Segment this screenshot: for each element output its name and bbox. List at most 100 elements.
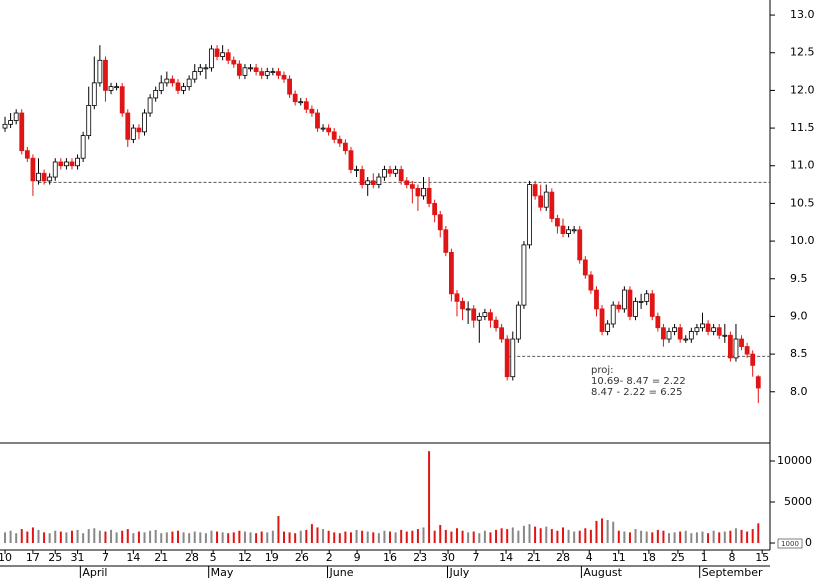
volume-bar	[377, 533, 380, 544]
volume-bar	[59, 531, 62, 544]
x-tick-label: 4	[586, 551, 593, 564]
volume-bar	[467, 532, 470, 544]
candle-body	[69, 161, 75, 167]
candle-body	[409, 184, 415, 189]
volume-bar	[349, 532, 352, 544]
candle-body	[287, 78, 292, 95]
candle-body	[175, 82, 181, 91]
volume-bar	[310, 524, 313, 544]
volume-bar	[165, 532, 168, 544]
candle-body	[158, 82, 164, 91]
candle-body	[331, 131, 337, 140]
annotation: 10.69- 8.47 = 2.22	[591, 376, 686, 387]
volume-bar	[617, 530, 620, 544]
candle-body	[8, 120, 14, 125]
x-tick-label: 26	[295, 551, 309, 564]
volume-bar	[199, 532, 202, 544]
volume-bar	[98, 530, 101, 544]
volume-bar	[511, 527, 514, 544]
volume-bar	[182, 532, 185, 544]
candle-body	[13, 112, 19, 121]
candle-body	[555, 218, 560, 227]
volume-bar	[411, 530, 414, 544]
volume-bar	[266, 532, 269, 544]
candle-body	[582, 259, 588, 276]
candle-body	[716, 327, 722, 336]
volume-bar	[193, 531, 196, 544]
candle-body	[510, 338, 516, 378]
candle-body	[242, 67, 248, 76]
x-tick-label: 8	[729, 551, 736, 564]
candle-body	[605, 323, 611, 332]
candle-body	[309, 108, 315, 114]
volume-unit-box	[777, 538, 803, 549]
candle-body	[393, 169, 399, 174]
volume-bar	[695, 532, 698, 544]
candle-body	[348, 150, 354, 170]
candle-body	[225, 52, 231, 61]
candle-body	[610, 304, 616, 325]
candle-body	[521, 244, 527, 306]
candle-body	[476, 316, 482, 321]
candle-body	[136, 127, 142, 133]
volume-bar	[389, 531, 392, 544]
candle-body	[471, 308, 477, 321]
volume-bar	[656, 529, 659, 544]
volume-bar	[405, 531, 408, 544]
candle-body	[515, 304, 521, 340]
volume-bar	[15, 533, 18, 544]
volume-bar	[573, 531, 576, 544]
candle-body	[41, 172, 47, 182]
candle-body	[688, 331, 694, 340]
candle-body	[633, 300, 638, 317]
candle-body	[2, 123, 8, 129]
candle-body	[744, 346, 750, 355]
candle-body	[103, 59, 108, 91]
candle-body	[259, 71, 265, 76]
volume-bar	[628, 532, 631, 544]
annotation: 8.47 - 2.22 = 6.25	[591, 387, 683, 398]
volume-bar	[294, 533, 297, 544]
candle-body	[755, 376, 761, 389]
volume-bar	[37, 529, 40, 544]
x-tick-label: 23	[413, 551, 427, 564]
volume-bar	[366, 531, 369, 544]
x-tick-label: 28	[556, 551, 570, 564]
y-tick-label: 8.5	[790, 347, 808, 360]
candle-body	[404, 180, 410, 185]
candle-body	[276, 71, 281, 76]
volume-bar	[115, 532, 118, 544]
candle-body	[683, 338, 689, 341]
x-tick-label: 30	[441, 551, 455, 564]
candle-body	[504, 338, 510, 378]
y-tick-label: 12.0	[790, 83, 815, 96]
x-tick-label: 12	[238, 551, 252, 564]
candle-body	[130, 127, 136, 140]
volume-tick-label: 5000	[784, 495, 812, 508]
candle-body	[270, 71, 276, 73]
volume-bar	[243, 531, 246, 544]
candle-body	[30, 157, 36, 182]
volume-bar	[528, 524, 531, 544]
volume-bar	[439, 524, 442, 544]
candle-body	[337, 138, 343, 144]
volume-bar	[43, 532, 46, 544]
volume-bar	[517, 530, 520, 544]
candle-body	[426, 187, 432, 204]
candle-body	[594, 289, 599, 310]
candle-body	[125, 112, 131, 140]
candle-body	[292, 93, 298, 103]
candle-body	[153, 90, 159, 99]
volume-bar	[70, 530, 73, 544]
candle-body	[376, 176, 382, 185]
volume-bar	[701, 531, 704, 544]
volume-bar	[9, 530, 12, 544]
volume-bar	[651, 532, 654, 544]
volume-bar	[595, 520, 598, 544]
volume-bar	[668, 533, 671, 544]
candle-body	[86, 105, 92, 137]
volume-bar	[216, 531, 219, 544]
candle-body	[253, 67, 259, 72]
candle-body	[197, 67, 203, 72]
volume-bar	[522, 525, 525, 544]
